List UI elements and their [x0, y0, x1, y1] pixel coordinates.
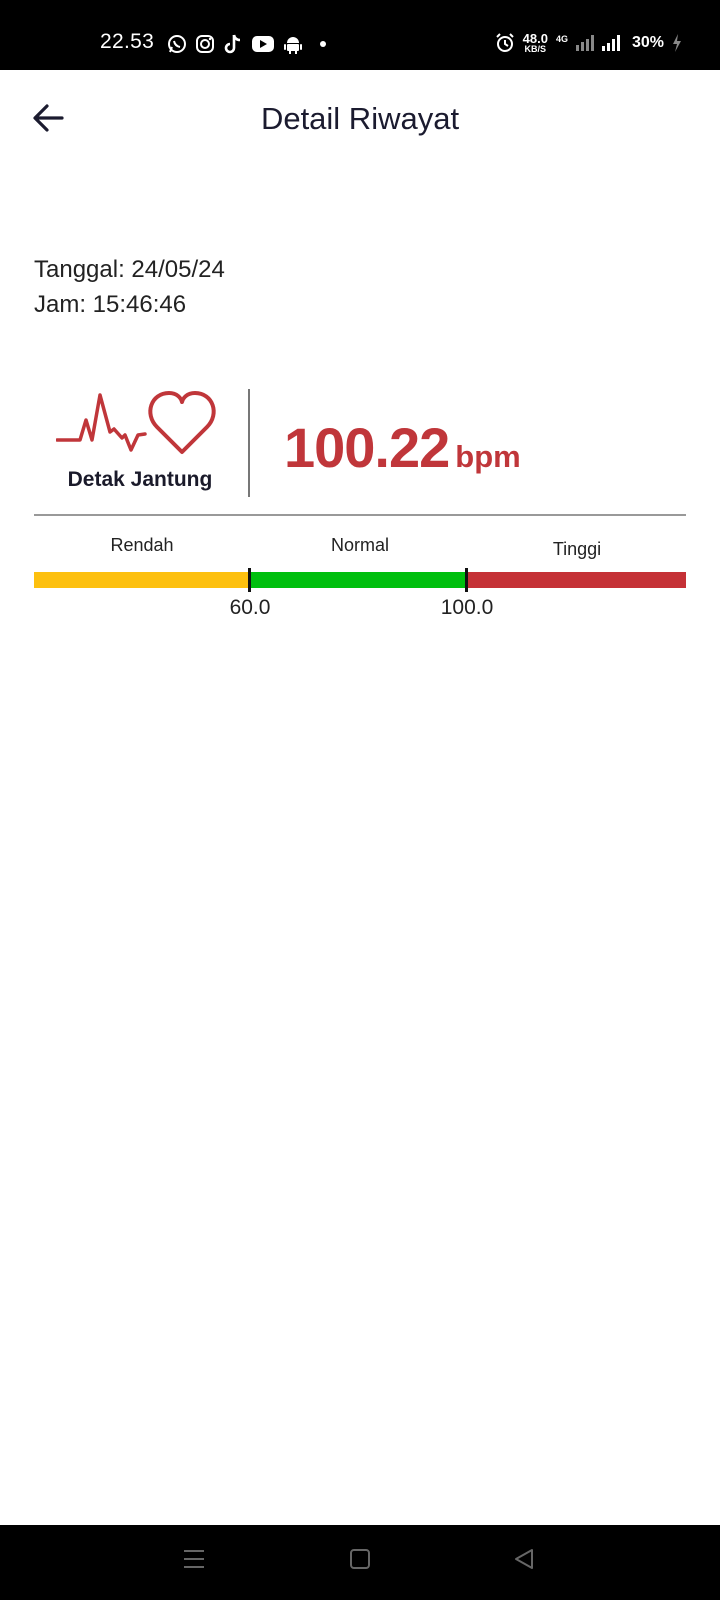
status-bar: 22.53 48.0 KB/S 4G 30% [0, 0, 720, 70]
threshold-tick-high [465, 568, 468, 592]
back-button[interactable] [30, 100, 66, 136]
threshold-tick-low [248, 568, 251, 592]
signal-icon [575, 35, 594, 51]
status-indicators: 48.0 KB/S 4G 30% [495, 32, 682, 54]
battery-level: 30% [631, 34, 664, 51]
network-speed-value: 48.0 [522, 31, 548, 46]
record-date: Tanggal: 24/05/24 [34, 256, 225, 283]
charging-icon [673, 34, 681, 52]
signal-icon-2 [601, 35, 620, 51]
range-label-low: Rendah [110, 535, 174, 555]
range-label-high: Tinggi [552, 539, 602, 559]
system-back-button[interactable] [513, 1547, 535, 1576]
recent-apps-button[interactable] [182, 1547, 206, 1576]
heart-rate-value: 100.22 [284, 416, 450, 479]
page-title: Detail Riwayat [260, 101, 460, 136]
threshold-label-low: 60.0 [229, 596, 271, 619]
notification-icons [167, 33, 331, 55]
tiktok-icon [224, 34, 241, 54]
whatsapp-icon [168, 35, 186, 53]
back-triangle-icon [515, 1549, 533, 1569]
home-button[interactable] [349, 1547, 371, 1576]
threshold-label-high: 100.0 [440, 596, 494, 619]
dot-icon [320, 41, 326, 47]
network-speed-unit: KB/S [524, 44, 547, 54]
alarm-icon [495, 33, 514, 52]
range-label-normal: Normal [330, 535, 389, 555]
heart-rate-card: Detak Jantung 100.22 bpm [34, 385, 686, 500]
heart-rate-label: Detak Jantung [67, 468, 213, 491]
heart-rate-reading: 100.22 bpm [284, 415, 521, 480]
app-bar: Detail Riwayat [0, 70, 720, 170]
horizontal-divider [34, 514, 686, 516]
heart-rate-unit: bpm [455, 439, 521, 474]
network-type: 4G [555, 34, 568, 44]
heartbeat-icon [56, 391, 216, 454]
record-info: Tanggal: 24/05/24 Jam: 15:46:46 [34, 252, 225, 322]
youtube-icon [252, 36, 274, 52]
record-time: Jam: 15:46:46 [34, 291, 187, 318]
android-icon [284, 37, 302, 54]
menu-icon [184, 1550, 204, 1568]
network-speed: 48.0 KB/S [523, 32, 548, 54]
instagram-icon [196, 35, 214, 53]
range-bar-normal [249, 572, 467, 588]
home-square-icon [350, 1549, 370, 1569]
range-bar-high [467, 572, 686, 588]
arrow-left-icon [33, 104, 64, 132]
system-nav-bar [0, 1525, 720, 1600]
vertical-divider [248, 389, 250, 497]
status-time: 22.53 [100, 30, 155, 53]
range-bar-low [34, 572, 249, 588]
